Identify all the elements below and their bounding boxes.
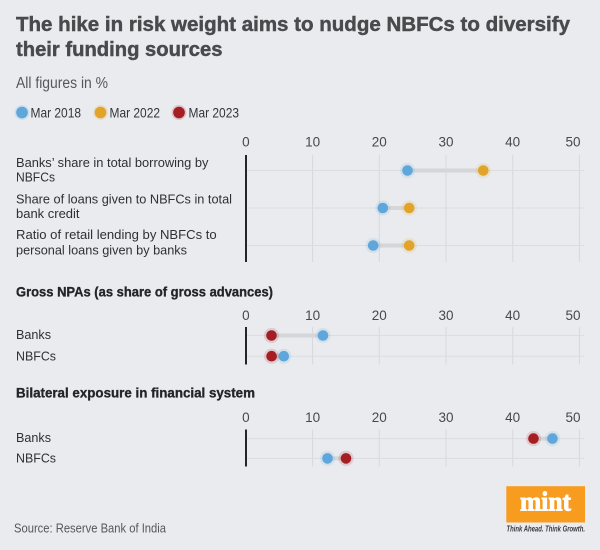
svg-text:20: 20	[372, 135, 387, 150]
svg-text:Banks’ share in total borrowin: Banks’ share in total borrowing by	[16, 155, 209, 170]
svg-text:20: 20	[372, 410, 387, 425]
svg-text:Ratio of retail lending by NBF: Ratio of retail lending by NBFCs to	[16, 227, 217, 242]
svg-text:10: 10	[305, 308, 320, 323]
svg-text:40: 40	[505, 308, 520, 323]
svg-text:NBFCs: NBFCs	[16, 349, 56, 364]
svg-text:40: 40	[505, 135, 520, 150]
svg-text:50: 50	[565, 308, 580, 323]
svg-text:Mar 2023: Mar 2023	[189, 105, 240, 121]
svg-text:30: 30	[438, 308, 453, 323]
svg-text:10: 10	[305, 410, 320, 425]
svg-text:0: 0	[242, 410, 250, 425]
svg-text:personal loans given by banks: personal loans given by banks	[16, 243, 187, 258]
svg-text:Mar 2018: Mar 2018	[31, 105, 82, 121]
svg-text:10: 10	[305, 135, 320, 150]
svg-text:Banks: Banks	[16, 327, 51, 342]
svg-text:50: 50	[565, 135, 580, 150]
svg-text:0: 0	[242, 308, 250, 323]
svg-text:bank credit: bank credit	[16, 206, 80, 221]
svg-text:NBFCs: NBFCs	[16, 170, 55, 185]
svg-text:Banks: Banks	[16, 430, 51, 445]
svg-text:20: 20	[372, 308, 387, 323]
svg-text:40: 40	[505, 410, 520, 425]
svg-text:0: 0	[242, 135, 250, 150]
svg-text:NBFCs: NBFCs	[16, 451, 56, 466]
svg-text:The hike in risk weight aims t: The hike in risk weight aims to nudge NB…	[16, 14, 571, 36]
svg-text:50: 50	[565, 410, 580, 425]
svg-text:30: 30	[438, 135, 453, 150]
svg-text:Bilateral exposure in financia: Bilateral exposure in financial system	[16, 386, 255, 401]
svg-text:Source: Reserve Bank of India: Source: Reserve Bank of India	[14, 521, 167, 536]
svg-text:Think Ahead. Think Growth.: Think Ahead. Think Growth.	[507, 524, 586, 534]
svg-text:mint: mint	[520, 487, 571, 517]
svg-text:All figures in %: All figures in %	[16, 75, 108, 92]
svg-text:Share of loans given to NBFCs: Share of loans given to NBFCs in total	[16, 192, 232, 207]
svg-text:30: 30	[438, 410, 453, 425]
svg-text:Gross NPAs (as share of gross: Gross NPAs (as share of gross advances)	[16, 285, 273, 300]
svg-text:Mar 2022: Mar 2022	[110, 105, 161, 121]
svg-text:their funding sources: their funding sources	[16, 39, 223, 61]
